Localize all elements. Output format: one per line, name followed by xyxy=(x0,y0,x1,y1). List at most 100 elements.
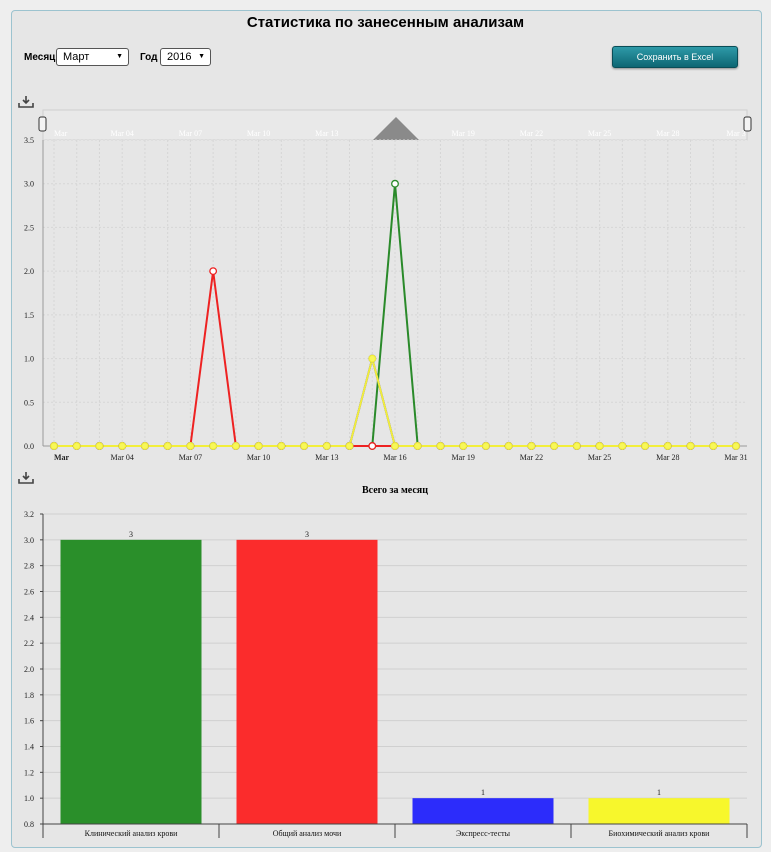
year-select-value: 2016 xyxy=(167,51,192,63)
data-point xyxy=(118,442,127,450)
data-point xyxy=(595,442,604,450)
bar-value-label: 3 xyxy=(305,530,309,539)
chevron-down-icon: ▼ xyxy=(198,53,205,60)
data-point xyxy=(186,442,195,450)
x-tick-label: Mar 25 xyxy=(588,453,611,462)
category-label: Биохимический анализ крови xyxy=(609,829,711,838)
data-point xyxy=(50,442,58,450)
category-label: Общий анализ мочи xyxy=(273,829,342,838)
y-tick-label: 2.5 xyxy=(24,223,34,232)
year-select[interactable]: 2016 ▼ xyxy=(160,48,211,66)
y-tick-label: 2.0 xyxy=(24,267,34,276)
navigator-tick-label: Mar xyxy=(54,129,68,138)
y-tick-label: 1.4 xyxy=(24,743,34,752)
navigator-tick-label: Mar 25 xyxy=(588,129,611,138)
y-tick-label: 1.6 xyxy=(24,717,34,726)
data-point xyxy=(300,442,309,450)
y-tick-label: 2.8 xyxy=(24,562,34,571)
y-tick-label: 1.8 xyxy=(24,691,34,700)
y-tick-label: 0.8 xyxy=(24,820,34,829)
data-point xyxy=(140,442,149,450)
navigator-tick-label: Mar 07 xyxy=(179,129,202,138)
bar xyxy=(236,539,378,824)
data-point xyxy=(436,442,445,450)
x-tick-label: Mar 16 xyxy=(383,453,406,462)
data-point xyxy=(368,442,377,450)
data-point xyxy=(709,442,718,450)
bar xyxy=(588,798,730,824)
y-tick-label: 1.5 xyxy=(24,311,34,320)
x-tick-label: Mar 04 xyxy=(111,453,134,462)
data-point xyxy=(391,179,399,188)
data-point xyxy=(504,442,513,450)
bar-value-label: 1 xyxy=(481,788,485,797)
navigator-tick-label: Mar 10 xyxy=(247,129,270,138)
y-tick-label: 3.2 xyxy=(24,510,34,519)
chevron-down-icon: ▼ xyxy=(116,53,123,60)
y-tick-label: 3.0 xyxy=(24,180,34,189)
navigator-tick-label: Mar 04 xyxy=(111,129,134,138)
y-tick-label: 2.4 xyxy=(24,613,34,622)
month-select-value: Март xyxy=(63,51,90,63)
y-tick-label: 2.6 xyxy=(24,588,34,597)
y-tick-label: 2.2 xyxy=(24,639,34,648)
data-point xyxy=(209,267,218,276)
data-point xyxy=(732,442,740,450)
x-tick-label: Mar 10 xyxy=(247,453,270,462)
navigator-tick-label: Mar 28 xyxy=(656,129,679,138)
bar xyxy=(60,539,202,824)
y-tick-label: 0.5 xyxy=(24,398,34,407)
y-tick-label: 0.0 xyxy=(24,442,34,451)
data-point xyxy=(163,442,172,450)
data-point xyxy=(618,442,627,450)
monthly-bar-chart: Всего за месяц 0.8 1.0 1.2 1.4 1.6 1.8 2.0 2.2 2.… xyxy=(24,485,748,838)
x-tick-label: Mar 13 xyxy=(315,453,338,462)
y-tick-label: 1.0 xyxy=(24,355,34,364)
bar xyxy=(412,798,554,824)
navigator-tick-label: Mar 22 xyxy=(520,129,543,138)
data-point xyxy=(527,442,536,450)
data-point xyxy=(209,442,218,450)
navigator-left-handle xyxy=(38,116,47,132)
x-tick-label: Mar xyxy=(54,453,70,462)
y-tick-label: 1.0 xyxy=(24,794,34,803)
x-tick-label: Mar 28 xyxy=(656,453,679,462)
x-tick-label: Mar 22 xyxy=(520,453,543,462)
y-tick-label: 2.0 xyxy=(24,665,34,674)
download-icon[interactable] xyxy=(18,472,34,484)
category-label: Экспресс-тесты xyxy=(456,829,511,838)
data-point xyxy=(413,442,422,450)
navigator-tick-label: Mar 3 xyxy=(726,129,745,138)
category-label: Клинический анализ крови xyxy=(85,829,178,838)
data-point xyxy=(663,442,672,450)
data-point xyxy=(277,442,286,450)
y-tick-label: 1.2 xyxy=(24,768,34,777)
download-icon[interactable] xyxy=(18,96,34,108)
data-point xyxy=(345,442,354,450)
navigator-right-handle xyxy=(743,116,752,132)
navigator-marker xyxy=(373,117,419,140)
data-point xyxy=(231,442,240,450)
y-tick-label: 3.0 xyxy=(24,536,34,545)
data-point xyxy=(481,442,490,450)
export-excel-button[interactable]: Сохранить в Excel xyxy=(612,46,738,68)
data-point xyxy=(572,442,581,450)
page-title: Статистика по занесенным анализам xyxy=(246,14,525,31)
data-point xyxy=(254,442,263,450)
data-point xyxy=(72,442,81,450)
data-point xyxy=(641,442,650,450)
bar-value-label: 1 xyxy=(657,788,661,797)
month-label: Месяц xyxy=(24,52,56,63)
data-point xyxy=(686,442,695,450)
year-label: Год xyxy=(140,52,158,63)
data-point xyxy=(322,442,331,450)
month-select[interactable]: Март ▼ xyxy=(56,48,129,66)
data-point xyxy=(459,442,468,450)
bar-chart-title: Всего за месяц xyxy=(362,485,428,496)
data-point xyxy=(368,354,377,363)
x-tick-label: Mar 07 xyxy=(179,453,202,462)
x-tick-label: Mar 19 xyxy=(452,453,475,462)
data-point xyxy=(95,442,104,450)
bar-value-label: 3 xyxy=(129,530,133,539)
data-point xyxy=(550,442,559,450)
